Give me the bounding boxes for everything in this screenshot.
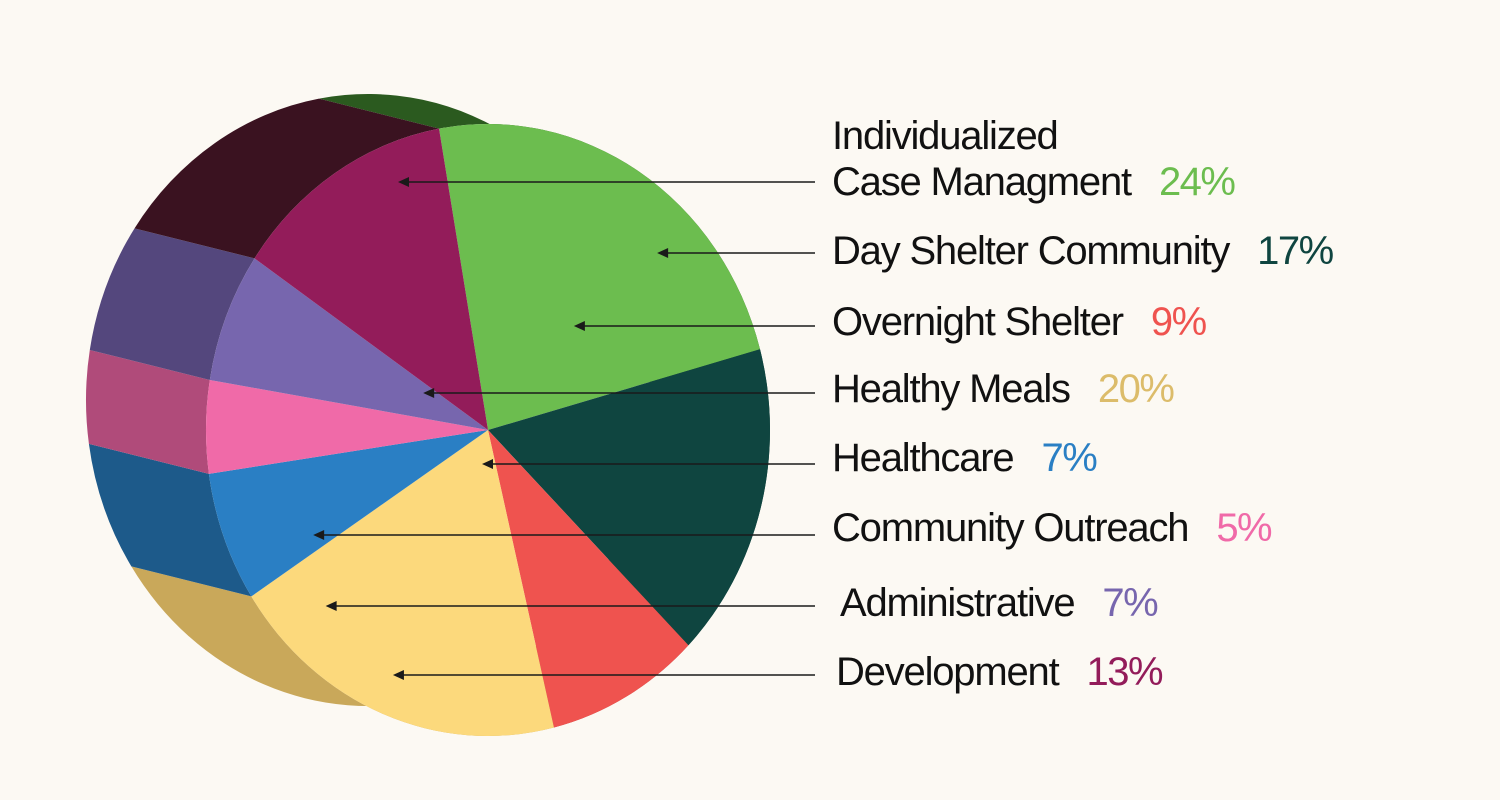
leader-arrow-community-outreach xyxy=(313,530,325,540)
legend-community-outreach: Community Outreach 5% xyxy=(832,505,1273,551)
leader-arrow-development xyxy=(392,670,404,680)
legend-label: Case Managment xyxy=(832,160,1132,204)
leader-lines xyxy=(313,177,815,680)
legend-label: Day Shelter Community xyxy=(832,229,1230,273)
legend-individualized-case-managment: Individualized Case Managment 24% xyxy=(832,113,1236,205)
leader-arrow-healthcare xyxy=(482,459,493,469)
legend-percent: 5% xyxy=(1216,506,1272,550)
legend-healthy-meals: Healthy Meals 20% xyxy=(832,366,1175,412)
legend-label: Development xyxy=(836,650,1060,694)
legend-percent: 7% xyxy=(1041,436,1097,480)
legend-healthcare: Healthcare 7% xyxy=(832,435,1098,481)
pie-slice-community-outreach xyxy=(205,379,488,474)
legend-percent: 9% xyxy=(1150,300,1207,344)
pie-slice-development xyxy=(254,128,488,430)
pie-side-development xyxy=(134,98,440,259)
legend-label: Individualized xyxy=(832,114,1059,158)
pie-slice-administrative xyxy=(209,258,488,430)
pie-slice-healthcare xyxy=(208,430,488,597)
legend-percent: 20% xyxy=(1097,367,1175,411)
pie-slice-day-shelter-community xyxy=(488,349,770,646)
pie-slice-individualized-case-managment xyxy=(439,124,761,431)
pie-side-community-outreach xyxy=(85,349,210,474)
pie-side-administrative xyxy=(89,228,255,380)
pie-top-layer xyxy=(205,124,770,737)
legend-label: Healthcare xyxy=(832,436,1015,480)
legend-overnight-shelter: Overnight Shelter 9% xyxy=(832,299,1207,345)
pie-side-healthy-meals xyxy=(131,566,554,737)
leader-arrow-administrative xyxy=(325,601,337,611)
pie-slice-overnight-shelter xyxy=(488,430,689,728)
legend-label: Healthy Meals xyxy=(832,367,1071,411)
leader-arrow-overnight-shelter xyxy=(573,321,585,331)
legend-percent: 7% xyxy=(1102,581,1158,625)
legend-percent: 13% xyxy=(1086,650,1163,694)
leader-arrow-individualized-case-managment xyxy=(398,177,409,187)
legend-administrative: Administrative 7% xyxy=(840,580,1159,626)
legend-percent: 17% xyxy=(1257,229,1334,273)
legend-day-shelter-community: Day Shelter Community 17% xyxy=(832,228,1334,274)
legend-label: Community Outreach xyxy=(832,506,1190,550)
pie-side-healthcare xyxy=(88,443,252,597)
leader-arrow-healthy-meals xyxy=(423,388,435,398)
pie-slice-healthy-meals xyxy=(251,430,554,737)
legend-development: Development 13% xyxy=(836,649,1164,695)
legend-label: Overnight Shelter xyxy=(832,300,1124,344)
leader-arrow-day-shelter-community xyxy=(657,248,669,258)
legend-percent: 24% xyxy=(1158,160,1236,204)
legend-label: Administrative xyxy=(840,581,1076,625)
